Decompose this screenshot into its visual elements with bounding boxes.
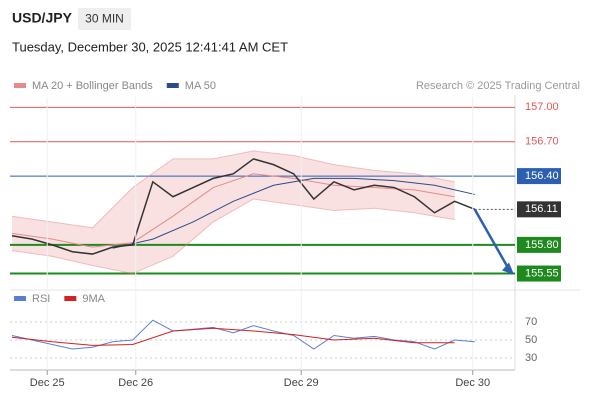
level-label-box — [517, 265, 561, 282]
indicator-line — [11, 327, 455, 346]
y-tick-label: 70 — [525, 316, 537, 328]
last-price-label: 156.11 — [525, 203, 558, 215]
interval: 30 MIN — [85, 12, 124, 26]
level-label-box — [517, 236, 561, 253]
ma-line — [11, 173, 455, 248]
y-tick-label: 50 — [525, 334, 537, 346]
legend-swatch — [64, 296, 77, 301]
level-label: 157.00 — [525, 101, 559, 113]
legend-label: RSI — [32, 293, 50, 305]
last-price-box — [517, 201, 561, 218]
forecast-arrow — [473, 208, 511, 271]
credit: Research © 2025 Trading Central — [416, 80, 580, 92]
y-tick-label: 30 — [525, 352, 537, 364]
x-tick-label: Dec 29 — [284, 377, 319, 389]
ma-line — [112, 177, 475, 249]
bollinger-band — [12, 150, 455, 274]
legend-label: MA 20 + Bollinger Bands — [32, 80, 153, 92]
band-upper — [11, 150, 455, 229]
legend-swatch — [14, 296, 26, 301]
price-line — [11, 158, 476, 255]
arrow-head — [502, 262, 514, 275]
symbol: USD/JPY — [12, 10, 73, 26]
x-tick-label: Dec 30 — [455, 377, 490, 389]
level-label: 156.70 — [525, 136, 559, 148]
legend-label: 9MA — [82, 293, 105, 305]
x-tick-label: Dec 26 — [118, 377, 153, 389]
legend-swatch — [14, 83, 26, 88]
date: Tuesday, December 30, 2025 12:41:41 AM C… — [12, 39, 288, 54]
level-label-box — [517, 168, 561, 185]
x-tick-label: Dec 25 — [30, 377, 65, 389]
level-label: 156.40 — [525, 170, 559, 182]
band-lower — [11, 198, 455, 275]
legend-swatch — [166, 83, 179, 88]
level-label: 155.80 — [525, 239, 559, 251]
indicator-line — [11, 319, 475, 350]
interval-badge — [78, 8, 131, 30]
level-label: 155.55 — [525, 267, 559, 279]
legend-label: MA 50 — [185, 80, 216, 92]
